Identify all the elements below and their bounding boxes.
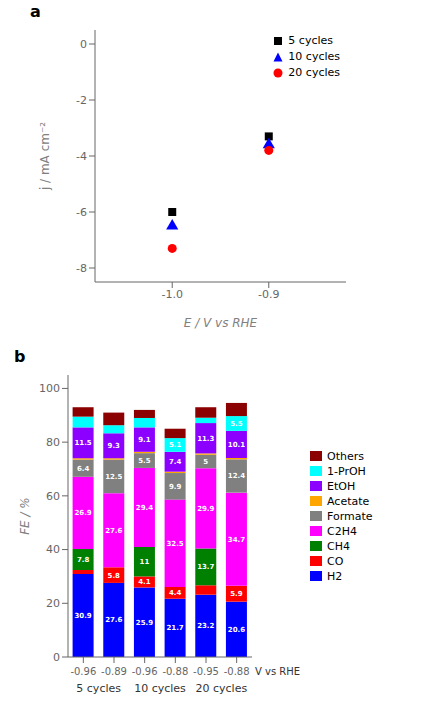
svg-text:100: 100 [39, 382, 60, 395]
html-text:CH4: CH4 [327, 539, 350, 553]
svg-text:-6: -6 [76, 206, 87, 219]
html-text:1-PrOH: 1-PrOH [327, 464, 366, 478]
svg-text:-0.88: -0.88 [162, 666, 188, 677]
svg-text:25.9: 25.9 [136, 619, 153, 627]
html-text:Others: Others [327, 449, 364, 463]
svg-text:-0.88: -0.88 [224, 666, 250, 677]
svg-text:-8: -8 [76, 262, 87, 275]
svg-text:9.3: 9.3 [108, 442, 121, 450]
html-text:20 cycles: 20 cycles [288, 66, 340, 79]
svg-text:4.1: 4.1 [138, 578, 151, 586]
svg-text:20: 20 [46, 597, 60, 610]
html-text:a: a [30, 2, 41, 21]
svg-text:29.4: 29.4 [136, 504, 153, 512]
svg-text:13.7: 13.7 [197, 563, 214, 571]
svg-text:-1.0: -1.0 [161, 288, 182, 301]
svg-text:0: 0 [80, 38, 87, 51]
svg-text:10.1: 10.1 [228, 441, 245, 449]
svg-text:5.9: 5.9 [230, 590, 243, 598]
svg-text:10 cycles: 10 cycles [134, 682, 186, 695]
svg-text:12.4: 12.4 [228, 472, 245, 480]
svg-text:12.5: 12.5 [105, 473, 122, 481]
svg-text:21.7: 21.7 [166, 624, 183, 632]
svg-text:-0.96: -0.96 [70, 666, 96, 677]
svg-text:9.9: 9.9 [169, 483, 182, 491]
svg-text:7.8: 7.8 [77, 556, 90, 564]
html-text:H2: H2 [327, 569, 343, 583]
svg-text:E / V vs RHE: E / V vs RHE [184, 316, 258, 330]
svg-text:20.6: 20.6 [228, 626, 245, 634]
svg-text:34.7: 34.7 [228, 536, 245, 544]
svg-text:-0.95: -0.95 [193, 666, 219, 677]
svg-text:27.6: 27.6 [105, 616, 122, 624]
svg-text:5.8: 5.8 [108, 572, 121, 580]
svg-text:-0.9: -0.9 [258, 288, 279, 301]
svg-text:j / mA cm⁻²: j / mA cm⁻² [38, 122, 52, 191]
html-text:Formate: Formate [327, 509, 373, 523]
svg-text:5: 5 [203, 458, 208, 466]
svg-text:20 cycles: 20 cycles [196, 682, 248, 695]
html-text:CO: CO [327, 554, 344, 568]
svg-text:9.1: 9.1 [138, 436, 151, 444]
svg-text:4.4: 4.4 [169, 589, 182, 597]
svg-text:27.6: 27.6 [105, 527, 122, 535]
svg-text:-0.89: -0.89 [101, 666, 127, 677]
svg-text:5 cycles: 5 cycles [76, 682, 121, 695]
html-text:EtOH: EtOH [327, 479, 356, 493]
html-text:C2H4: C2H4 [327, 524, 357, 538]
svg-text:23.2: 23.2 [197, 622, 214, 630]
svg-text:5.1: 5.1 [169, 441, 182, 449]
svg-text:-2: -2 [76, 94, 87, 107]
svg-text:FE / %: FE / % [18, 497, 32, 535]
svg-text:29.9: 29.9 [197, 505, 214, 513]
svg-text:7.4: 7.4 [169, 458, 182, 466]
svg-text:11.5: 11.5 [74, 439, 91, 447]
svg-text:26.9: 26.9 [74, 509, 91, 517]
svg-text:32.5: 32.5 [166, 540, 183, 548]
svg-text:-4: -4 [76, 150, 87, 163]
html-text:10 cycles: 10 cycles [288, 50, 340, 63]
svg-text:40: 40 [46, 543, 60, 556]
html-text:Acetate: Acetate [327, 494, 370, 508]
svg-text:-0.96: -0.96 [132, 666, 158, 677]
html-text:5 cycles: 5 cycles [288, 34, 333, 47]
svg-text:11.3: 11.3 [197, 435, 214, 443]
svg-text:6.4: 6.4 [77, 465, 90, 473]
svg-text:V vs RHE: V vs RHE [255, 666, 300, 677]
svg-text:0: 0 [53, 651, 60, 664]
svg-text:30.9: 30.9 [74, 612, 91, 620]
html-text:b: b [14, 347, 26, 366]
svg-text:80: 80 [46, 436, 60, 449]
svg-text:5.5: 5.5 [230, 420, 243, 428]
svg-text:11: 11 [140, 558, 150, 566]
svg-text:5.5: 5.5 [138, 457, 151, 465]
svg-text:60: 60 [46, 490, 60, 503]
